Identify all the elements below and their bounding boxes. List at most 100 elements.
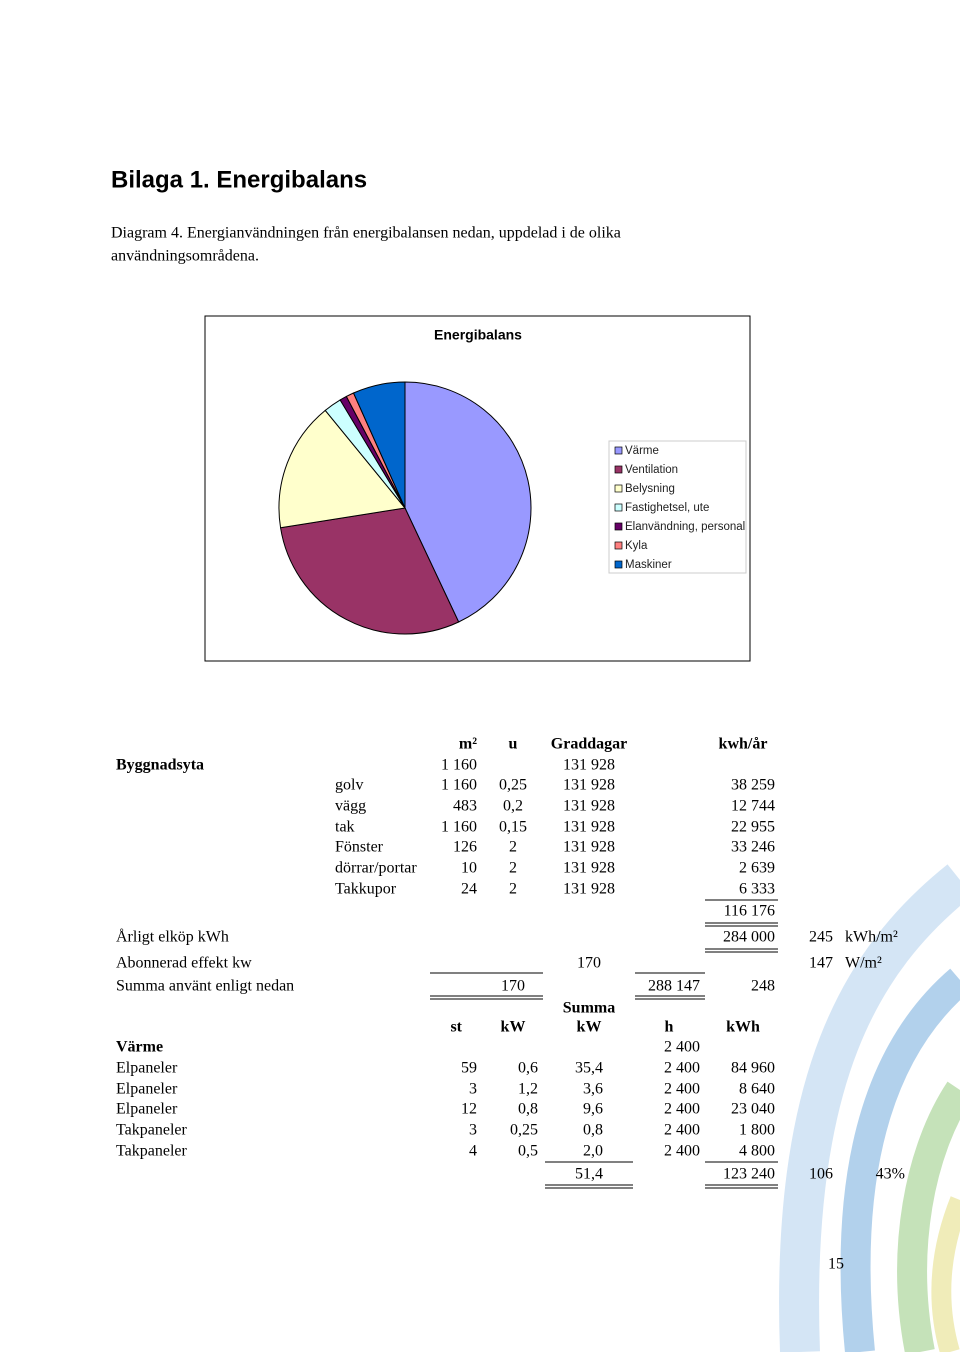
legend-swatch (614, 503, 623, 512)
table-cell: 131 928 (563, 839, 615, 856)
caption-line: användningsområdena. (111, 248, 259, 265)
table-cell: 2,0 (583, 1143, 603, 1160)
legend-label: Ventilation (625, 464, 678, 476)
table-cell: 0,2 (503, 798, 523, 815)
table-cell: 123 240 (723, 1166, 775, 1183)
table-cell: vägg (335, 798, 366, 815)
table-cell: 0,5 (518, 1143, 538, 1160)
table-cell: 483 (453, 798, 477, 815)
table-cell: 12 744 (731, 798, 775, 815)
table-cell: 245 (809, 929, 833, 946)
table-cell: tak (335, 819, 355, 836)
table-cell: 1,2 (518, 1081, 538, 1098)
caption-line: Diagram 4. Energianvändningen från energ… (111, 225, 621, 242)
table-cell: 9,6 (583, 1101, 603, 1118)
table-cell: 10 (461, 860, 477, 877)
table-cell: u (509, 736, 518, 753)
table-cell: 284 000 (723, 929, 775, 946)
table-cell: 170 (577, 955, 601, 972)
table-cell: 106 (809, 1166, 833, 1183)
table-cell: 0,25 (510, 1122, 538, 1139)
table-cell: 126 (453, 839, 477, 856)
legend-swatch (614, 446, 623, 455)
table-cell: 2 400 (664, 1143, 700, 1160)
table-cell: kwh/år (719, 736, 768, 753)
pie-slice (352, 381, 406, 509)
table-cell: 288 147 (648, 978, 700, 995)
legend-box (608, 440, 747, 574)
decoration (779, 864, 960, 1352)
table-cell: golv (335, 777, 363, 794)
legend-label: Belysning (625, 483, 675, 495)
table-cell: 0,25 (499, 777, 527, 794)
pie-slice (278, 409, 406, 529)
legend-label: Fastighetsel, ute (625, 502, 709, 514)
table-cell: Summa (563, 1000, 615, 1017)
legend-swatch (614, 560, 623, 569)
table-cell: 3,6 (583, 1081, 603, 1098)
legend-label: Maskiner (625, 559, 672, 571)
table-cell: 43% (876, 1166, 905, 1183)
table-cell: 4 800 (739, 1143, 775, 1160)
table-cell: 131 928 (563, 798, 615, 815)
table-cell: Takpaneler (116, 1122, 188, 1139)
table-cell: 2 (509, 860, 517, 877)
table-cell: kW (577, 1019, 602, 1036)
table-cell: Årligt elköp kWh (116, 928, 229, 946)
table-cell: 3 (469, 1081, 477, 1098)
table-cell: 22 955 (731, 819, 775, 836)
table-cell: 3 (469, 1122, 477, 1139)
table-cell: Byggnadsyta (116, 757, 204, 774)
table-cell: Fönster (335, 839, 384, 856)
table-rules (430, 899, 778, 1189)
page-number: 15 (828, 1256, 844, 1273)
table-cell: 0,6 (518, 1060, 538, 1077)
table-cell: 2 (509, 881, 517, 898)
table-cell: kWh (726, 1019, 760, 1036)
table-cell: dörrar/portar (335, 860, 417, 877)
table-cell: 59 (461, 1060, 477, 1077)
table-cell: Elpaneler (116, 1060, 178, 1077)
table-cell: h (665, 1019, 674, 1036)
table-cell: 2 400 (664, 1101, 700, 1118)
table-cell: Elpaneler (116, 1081, 178, 1098)
table-cell: 1 160 (441, 777, 477, 794)
table-cell: kWh/m² (845, 929, 898, 946)
table-cell: 2 (509, 839, 517, 856)
table-cell: 2 400 (664, 1122, 700, 1139)
table-cell: 8 640 (739, 1081, 775, 1098)
legend-label: Elanvändning, personal (625, 521, 745, 533)
table-cell: W/m² (845, 955, 882, 972)
table-cell: 51,4 (575, 1166, 603, 1183)
legend-swatch (614, 522, 623, 531)
table-cell: 2 639 (739, 860, 775, 877)
legend-label: Kyla (625, 540, 648, 552)
table-cell: 2 400 (664, 1060, 700, 1077)
table-cell: 38 259 (731, 777, 775, 794)
table-cell: 35,4 (575, 1060, 603, 1077)
table-cell: m² (459, 736, 477, 753)
legend-swatch (614, 484, 623, 493)
table-cell: Takpaneler (116, 1143, 188, 1160)
table-cell: 131 928 (563, 881, 615, 898)
table-cell: 131 928 (563, 819, 615, 836)
table-cell: 170 (501, 978, 525, 995)
table-cell: 1 160 (441, 819, 477, 836)
table-cell: Elpaneler (116, 1101, 178, 1118)
table-cell: 23 040 (731, 1101, 775, 1118)
table-cell: kW (501, 1019, 526, 1036)
legend-swatch (614, 465, 623, 474)
table-cell: 131 928 (563, 860, 615, 877)
table-cell: Takkupor (335, 881, 397, 898)
legend-swatch (614, 541, 623, 550)
table-cell: 84 960 (731, 1060, 775, 1077)
table-cell: 0,8 (583, 1122, 603, 1139)
table-cell: 0,8 (518, 1101, 538, 1118)
chart-title: Energibalans (434, 327, 522, 343)
table-cell: 2 400 (664, 1039, 700, 1056)
table-cell: 147 (809, 955, 833, 972)
table-cell: st (450, 1019, 462, 1036)
table-cell: 248 (751, 978, 775, 995)
